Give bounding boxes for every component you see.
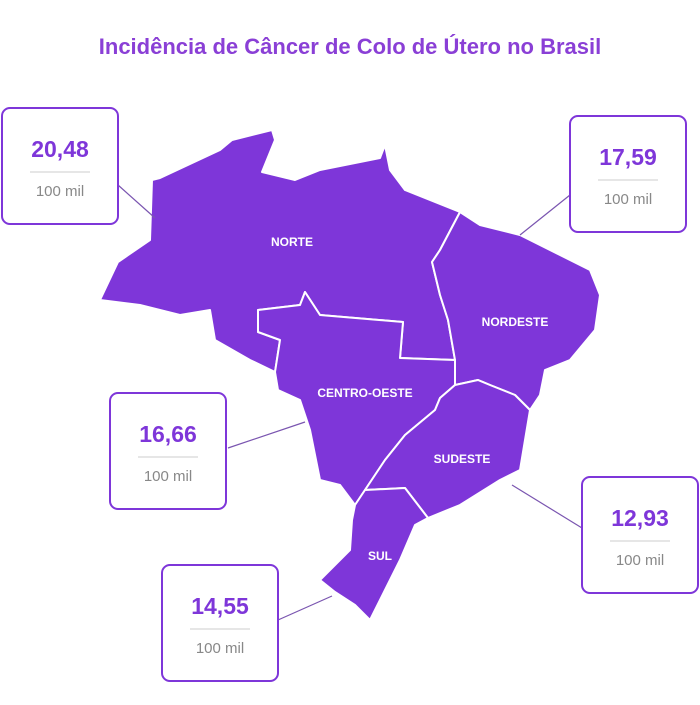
region-sul xyxy=(319,487,429,621)
value: 16,66 xyxy=(139,421,197,447)
map: NORTE NORDESTE CENTRO-OESTE SUDESTE SUL xyxy=(99,129,601,621)
connector xyxy=(519,194,571,236)
value-boxes: 20,48 100 mil 17,59 100 mil 16,66 100 mil 12,9… xyxy=(1,107,699,682)
value-box xyxy=(569,115,687,233)
value: 17,59 xyxy=(599,144,657,170)
value: 12,93 xyxy=(611,505,669,531)
value-box xyxy=(109,392,227,510)
unit: 100 mil xyxy=(604,191,652,208)
unit: 100 mil xyxy=(196,640,244,657)
region-label: SUDESTE xyxy=(434,452,491,466)
unit: 100 mil xyxy=(36,183,84,200)
connector xyxy=(277,595,333,621)
connector xyxy=(227,421,306,449)
value-box xyxy=(161,564,279,682)
connectors xyxy=(117,184,583,621)
connector xyxy=(117,184,156,219)
unit: 100 mil xyxy=(144,468,192,485)
value-box xyxy=(581,476,699,594)
region-label: SUL xyxy=(368,549,392,563)
region-label: NORTE xyxy=(271,235,313,249)
region-sudeste xyxy=(364,379,531,519)
region-label: CENTRO-OESTE xyxy=(317,386,412,400)
region-nordeste xyxy=(431,211,601,411)
connector xyxy=(511,484,583,529)
unit: 100 mil xyxy=(616,552,664,569)
title: Incidência de Câncer de Colo de Útero no… xyxy=(99,34,601,59)
region-label: NORDESTE xyxy=(482,315,549,329)
value-box xyxy=(1,107,119,225)
value: 14,55 xyxy=(191,593,249,619)
value: 20,48 xyxy=(31,136,89,162)
